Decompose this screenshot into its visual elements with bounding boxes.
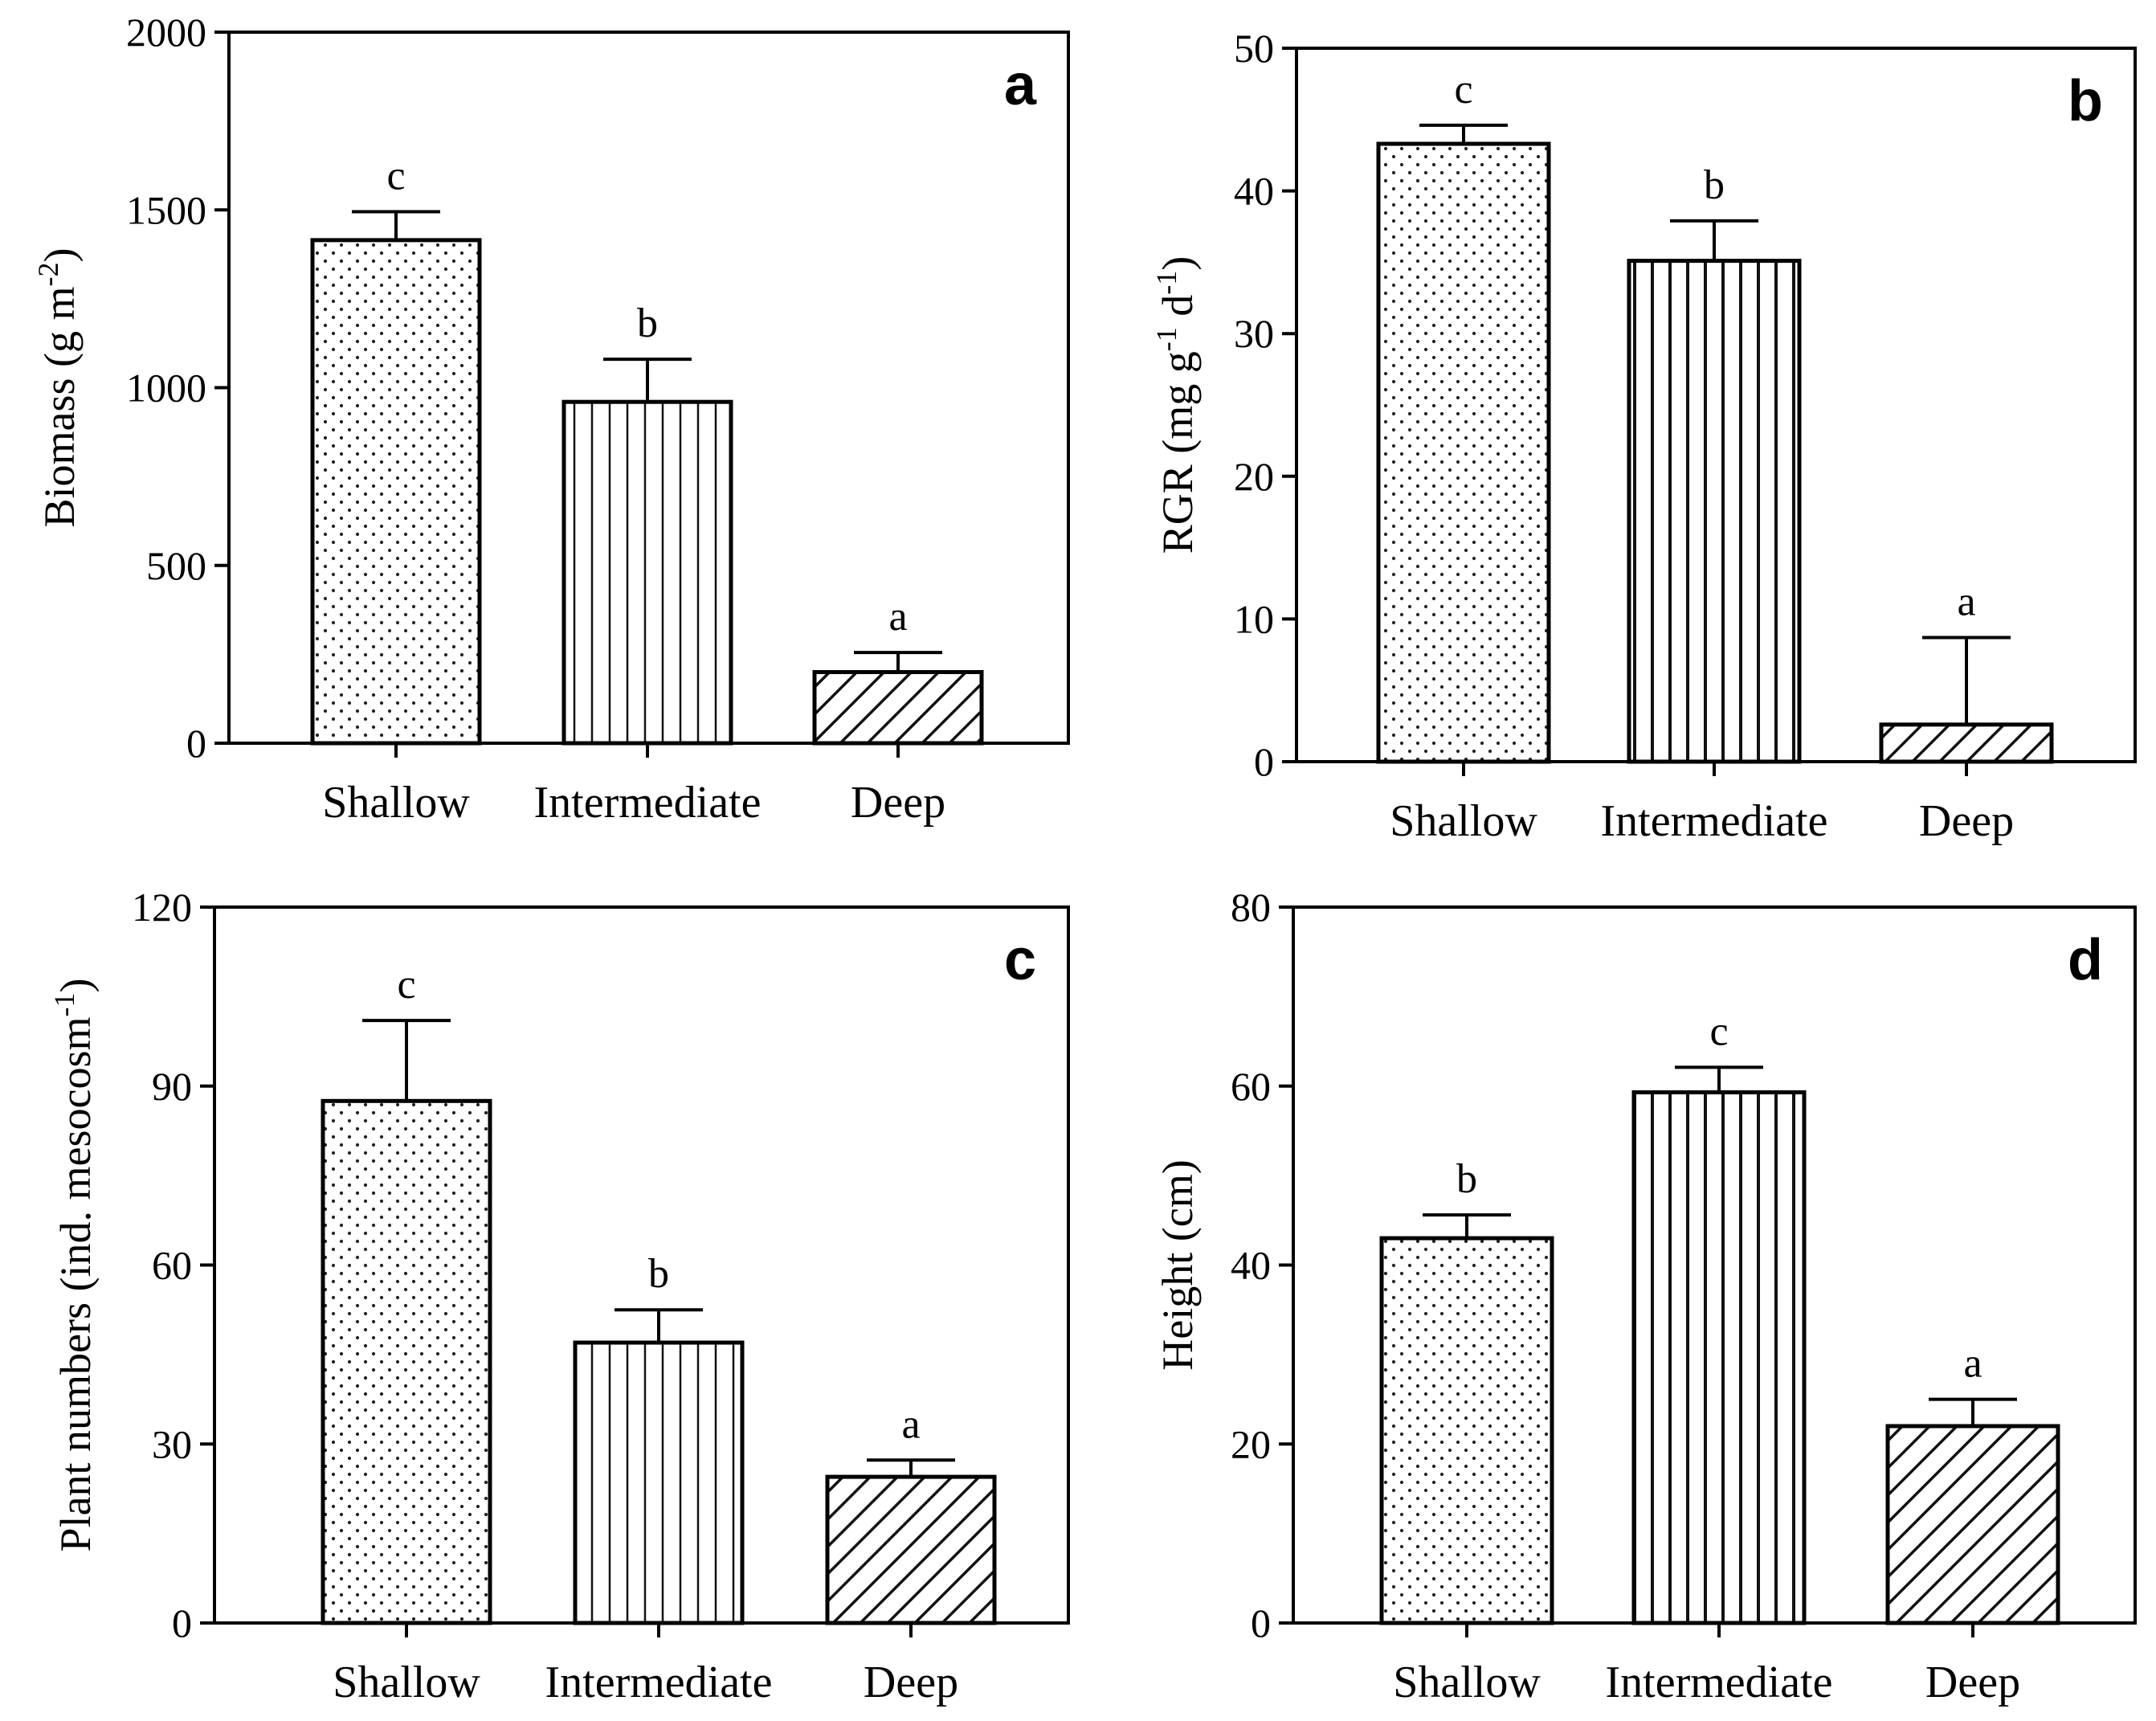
- panel-letter: b: [2068, 69, 2103, 133]
- panel-letter: c: [1004, 928, 1036, 992]
- y-axis-title: Plant numbers (ind. mesocosm-1): [48, 979, 100, 1552]
- significance-label: c: [397, 962, 415, 1008]
- significance-label: c: [1709, 1008, 1728, 1054]
- y-tick-label: 60: [152, 1243, 192, 1288]
- x-category-label: Shallow: [333, 1658, 480, 1707]
- bar-shallow: [1376, 141, 1551, 764]
- y-tick-label: 1000: [126, 366, 206, 411]
- x-category-label: Intermediate: [534, 778, 762, 828]
- y-tick-label: 1500: [126, 187, 206, 232]
- x-category-label: Deep: [1925, 1658, 2020, 1707]
- bar-deep: [1885, 1424, 2060, 1625]
- x-category-label: Intermediate: [1601, 796, 1828, 846]
- y-tick-label: 0: [1251, 1600, 1271, 1645]
- y-tick-label: 30: [152, 1421, 192, 1466]
- y-tick-label: 60: [1231, 1064, 1271, 1109]
- y-tick-label: 40: [1234, 169, 1274, 214]
- y-tick-label: 500: [146, 543, 206, 588]
- panel-letter: a: [1004, 53, 1037, 117]
- x-category-label: Shallow: [322, 778, 470, 828]
- y-tick-label: 120: [132, 885, 192, 930]
- bar-deep: [1879, 722, 2054, 764]
- x-category-label: Intermediate: [545, 1658, 773, 1707]
- y-axis-title: Biomass (g m-2): [32, 248, 84, 528]
- y-tick-label: 0: [186, 721, 206, 766]
- x-category-label: Shallow: [1393, 1658, 1541, 1707]
- significance-label: b: [1456, 1156, 1477, 1202]
- significance-label: a: [901, 1401, 920, 1447]
- y-tick-label: 40: [1231, 1243, 1271, 1288]
- significance-label: c: [386, 153, 405, 198]
- bar-shallow: [321, 1098, 492, 1625]
- y-tick-label: 30: [1234, 311, 1274, 356]
- y-tick-label: 20: [1231, 1421, 1271, 1466]
- panel-d: 0 20 40 60 80 Height (cm) d b Shallow c Intermedia…: [1154, 885, 2137, 1707]
- significance-label: a: [888, 594, 907, 640]
- panel-letter: d: [2068, 928, 2103, 992]
- bar-intermediate: [573, 1340, 745, 1625]
- y-tick-label: 0: [1254, 739, 1274, 784]
- x-category-label: Deep: [851, 778, 945, 828]
- bar-shallow: [310, 238, 482, 746]
- panel-b: 0 10 20 30 40 50 RGR (mg g-1 d-1) b c Shallow b Int…: [1150, 26, 2137, 846]
- bar-shallow: [1379, 1236, 1554, 1625]
- bar-deep: [812, 670, 984, 746]
- significance-label: b: [1704, 162, 1725, 208]
- bar-intermediate: [1627, 259, 1802, 764]
- y-tick-label: 0: [172, 1600, 192, 1645]
- y-tick-label: 50: [1234, 26, 1274, 71]
- bar-intermediate: [561, 399, 733, 746]
- y-tick-label: 2000: [126, 10, 206, 55]
- x-category-label: Intermediate: [1606, 1658, 1833, 1707]
- y-tick-label: 10: [1234, 596, 1274, 641]
- significance-label: b: [648, 1251, 669, 1297]
- panel-c: 0 30 60 90 120 Plant numbers (ind. mesocosm-1…: [48, 885, 1070, 1707]
- y-axis-title: RGR (mg g-1 d-1): [1150, 256, 1202, 554]
- bar-intermediate: [1631, 1090, 1807, 1625]
- significance-label: b: [637, 300, 658, 346]
- x-category-label: Deep: [864, 1658, 958, 1707]
- y-tick-label: 80: [1231, 885, 1271, 930]
- y-tick-label: 90: [152, 1064, 192, 1109]
- y-tick-label: 20: [1234, 454, 1274, 499]
- bar-deep: [825, 1474, 997, 1625]
- significance-label: a: [1963, 1341, 1982, 1387]
- x-category-label: Deep: [1919, 796, 2014, 846]
- x-category-label: Shallow: [1390, 796, 1537, 846]
- significance-label: a: [1957, 578, 1975, 624]
- panel-a: 0 500 1000 1500 2000 Biomass (g m-2) a c Shallow…: [32, 10, 1070, 828]
- y-axis-title: Height (cm): [1154, 1159, 1202, 1370]
- significance-label: c: [1454, 67, 1472, 112]
